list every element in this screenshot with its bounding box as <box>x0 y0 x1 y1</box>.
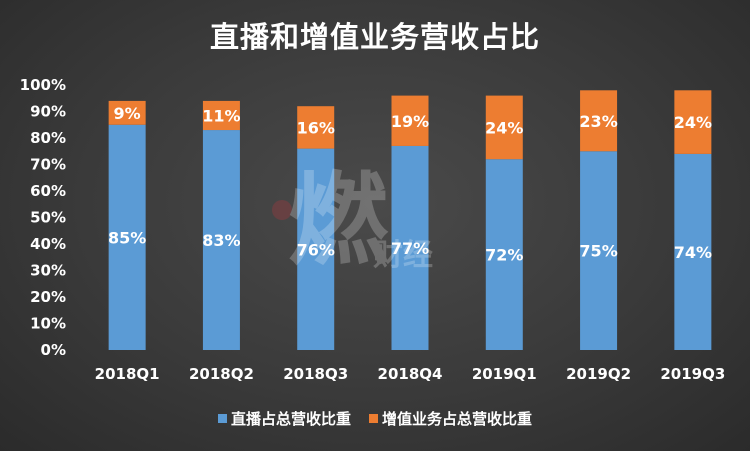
bar-vas <box>391 95 429 146</box>
bar-vas <box>580 90 618 152</box>
x-tick-label: 2019Q1 <box>472 365 537 383</box>
data-label-vas: 24% <box>674 113 712 132</box>
data-label-vas: 16% <box>297 118 335 137</box>
y-tick-label: 90% <box>30 103 66 121</box>
data-label-vas: 19% <box>391 112 429 131</box>
bar-live <box>485 159 523 350</box>
data-label-vas: 11% <box>202 106 240 125</box>
data-label-vas: 23% <box>579 112 617 131</box>
bar-live <box>297 148 335 350</box>
chart-title: 直播和增值业务营收占比 <box>209 20 540 54</box>
data-label-live: 77% <box>391 239 429 258</box>
data-label-live: 85% <box>108 228 146 247</box>
data-label-live: 75% <box>579 242 617 261</box>
x-tick-label: 2018Q1 <box>95 365 160 383</box>
legend-swatch-live <box>217 414 227 423</box>
x-tick-label: 2018Q4 <box>378 365 443 383</box>
legend-item-vas: 增值业务占总营收比重 <box>369 408 532 429</box>
legend-label-live: 直播占总营收比重 <box>230 410 351 428</box>
bar-vas <box>202 100 240 131</box>
x-axis-categories: 2018Q1 2018Q2 2018Q3 2018Q4 2019Q1 2019Q2 2019… <box>95 365 726 383</box>
bar-live <box>580 151 618 350</box>
bar-vas <box>674 90 712 154</box>
legend-swatch-vas <box>369 414 378 423</box>
x-tick-label: 2019Q3 <box>660 365 725 383</box>
y-tick-label: 20% <box>30 288 66 306</box>
legend-item-live: 直播占总营收比重 <box>217 408 351 429</box>
bar-live <box>108 124 146 350</box>
bar-vas <box>297 106 335 149</box>
y-tick-label: 60% <box>30 182 66 200</box>
y-tick-label: 10% <box>30 315 66 333</box>
y-tick-label: 30% <box>30 262 66 280</box>
legend-label-vas: 增值业务占总营收比重 <box>382 410 533 428</box>
y-tick-label: 70% <box>30 156 66 174</box>
bars: 85% 9% 83% 11% 76% 16% 77% 19% 72% 24% 75% 23% 74% 24… <box>108 90 712 350</box>
data-label-vas: 24% <box>485 118 523 137</box>
y-tick-label: 80% <box>30 129 66 147</box>
y-tick-label: 0% <box>41 341 66 359</box>
y-tick-label: 100% <box>20 76 66 94</box>
data-label-live: 76% <box>297 240 335 259</box>
x-tick-label: 2018Q2 <box>189 365 254 383</box>
bar-vas <box>108 100 146 125</box>
y-tick-label: 50% <box>30 209 66 227</box>
data-label-live: 74% <box>674 243 712 262</box>
bar-live <box>391 145 429 350</box>
x-tick-label: 2018Q3 <box>283 365 348 383</box>
y-axis-ticks: 0% 10% 20% 30% 40% 50% 60% 70% 80% 90% 100% <box>20 76 66 359</box>
bar-live <box>674 153 712 350</box>
legend: 直播占总营收比重 增值业务占总营收比重 <box>0 408 750 429</box>
x-tick-label: 2019Q2 <box>566 365 631 383</box>
bar-live <box>202 130 240 350</box>
data-label-vas: 9% <box>114 104 141 123</box>
data-label-live: 72% <box>485 246 523 265</box>
bar-vas <box>485 95 523 160</box>
y-tick-label: 40% <box>30 235 66 253</box>
data-label-live: 83% <box>202 231 240 250</box>
